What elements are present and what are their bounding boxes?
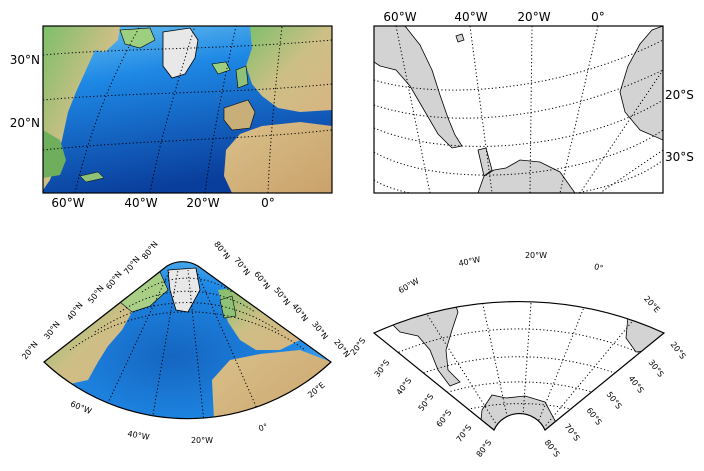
lat-label: 70°N: [232, 256, 252, 277]
lat-label: 70°S: [455, 423, 474, 444]
lon-label: 40°W: [454, 10, 487, 24]
panel-bottom-right: 60°W 40°W 20°W 0° 20°E 20°S 30°S 40°S 50…: [373, 251, 688, 459]
lat-label: 70°N: [122, 255, 142, 276]
panel-top-right: 60°W 40°W 20°W 0° 20°S 30°S: [373, 10, 694, 194]
lon-label: 20°W: [191, 436, 213, 445]
lat-label: 40°N: [290, 302, 310, 323]
lat-label: 80°S: [475, 438, 494, 459]
lon-label: 60°W: [51, 196, 84, 210]
lat-label: 70°S: [562, 422, 581, 443]
lat-label: 20°N: [332, 338, 352, 359]
lat-label: 60°N: [104, 270, 124, 291]
lat-label: 50°S: [604, 390, 623, 411]
lon-label: 20°W: [525, 251, 547, 260]
lat-label: 20°N: [10, 116, 40, 130]
panel-bottom-left: 20°N 30°N 40°N 50°N 60°N 70°N 80°N 80°N …: [20, 240, 367, 445]
lat-label: 30°S: [665, 150, 694, 164]
lat-label: 30°S: [646, 358, 665, 379]
lon-label: 0°: [261, 196, 275, 210]
lon-label: 0°: [258, 422, 269, 433]
lon-label: 0°: [593, 262, 604, 273]
lat-label: 80°N: [140, 240, 160, 261]
lat-label: 30°N: [310, 320, 330, 341]
lat-label: 20°S: [349, 336, 368, 357]
lat-label: 50°N: [86, 284, 106, 305]
lon-label: 40°W: [127, 429, 150, 442]
lon-label: 60°W: [397, 276, 421, 295]
lat-label: 40°N: [65, 301, 85, 322]
lat-label: 20°S: [668, 340, 687, 361]
lat-label: 80°S: [542, 438, 561, 459]
panel-top-left: 30°N 20°N 60°W 40°W 20°W 0°: [10, 25, 333, 210]
lat-label: 20°N: [20, 340, 40, 361]
lon-label: 40°W: [458, 255, 482, 268]
lat-label: 60°S: [435, 408, 454, 429]
lat-label: 30°S: [373, 358, 392, 379]
lon-label: 20°E: [642, 294, 662, 314]
lon-label: 0°: [591, 10, 605, 24]
lon-label: 40°W: [124, 196, 157, 210]
lat-label: 30°N: [42, 320, 62, 341]
lat-label: 50°N: [272, 286, 292, 307]
lon-label: 60°W: [383, 10, 416, 24]
lon-label: 20°E: [306, 380, 327, 399]
lon-label: 60°W: [69, 399, 93, 416]
lat-label: 20°S: [665, 88, 694, 102]
lat-label: 40°S: [626, 374, 645, 395]
lat-label: 30°N: [10, 53, 40, 67]
lat-label: 80°N: [212, 240, 232, 261]
lat-label: 50°S: [417, 392, 436, 413]
lat-label: 60°N: [252, 270, 272, 291]
lat-label: 60°S: [584, 406, 603, 427]
lon-label: 20°W: [517, 10, 550, 24]
lon-label: 20°W: [186, 196, 219, 210]
lat-label: 40°S: [395, 376, 414, 397]
